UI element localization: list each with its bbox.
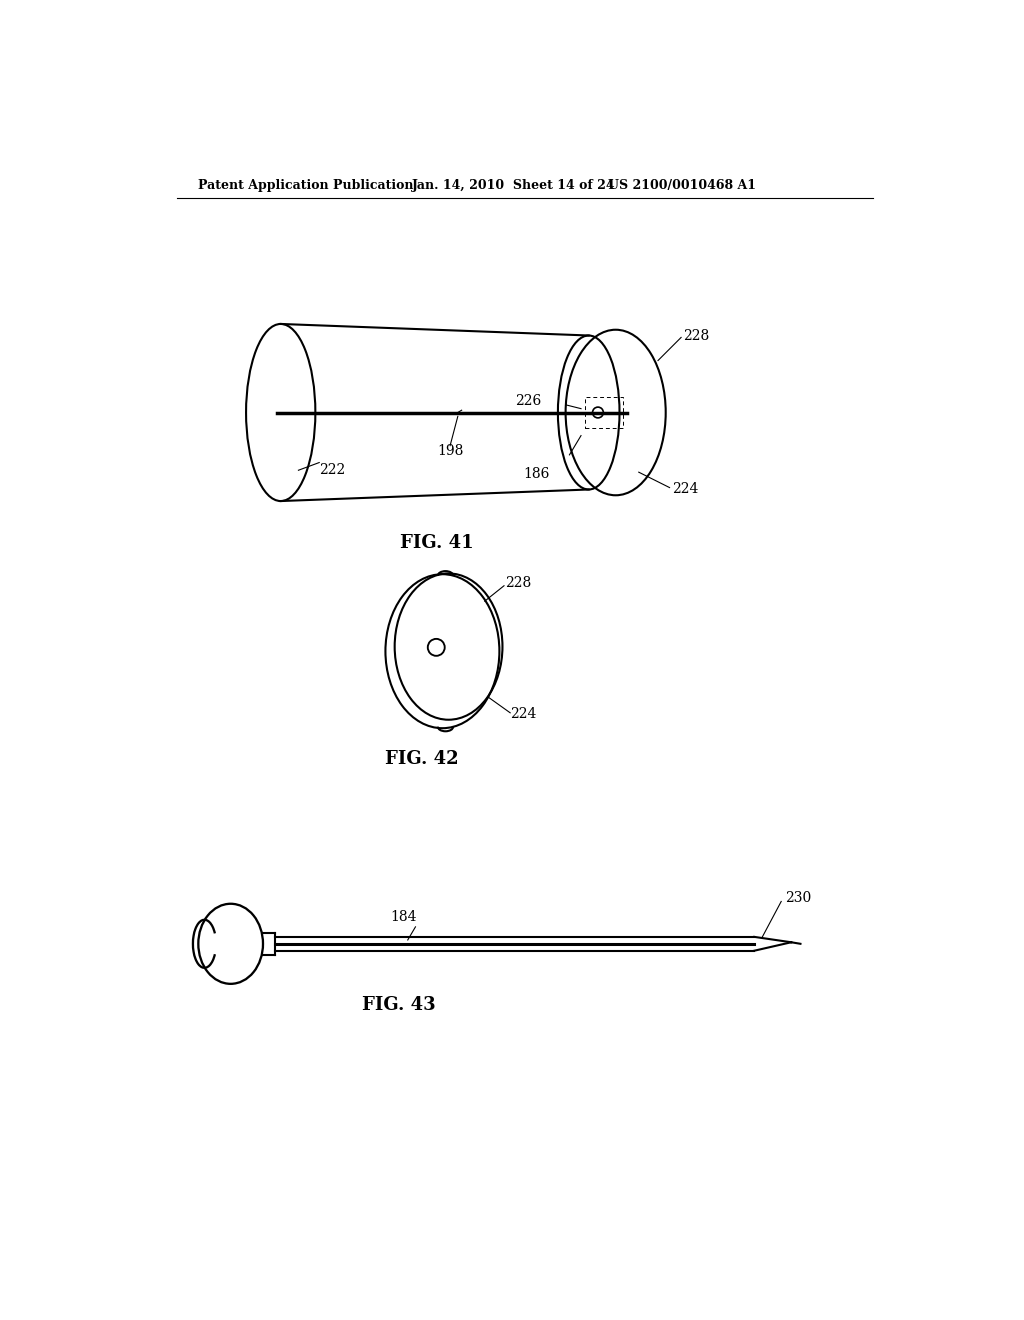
- Text: 198: 198: [437, 444, 463, 458]
- Text: US 2100/0010468 A1: US 2100/0010468 A1: [608, 178, 756, 191]
- Text: FIG. 43: FIG. 43: [361, 997, 435, 1014]
- Text: 226: 226: [515, 393, 542, 408]
- Text: FIG. 41: FIG. 41: [400, 535, 474, 552]
- Text: 228: 228: [683, 329, 709, 343]
- Text: 230: 230: [785, 891, 811, 904]
- Text: 228: 228: [506, 577, 531, 590]
- Text: FIG. 42: FIG. 42: [385, 750, 459, 768]
- Text: 222: 222: [319, 463, 345, 478]
- Text: 224: 224: [672, 482, 698, 496]
- Text: 184: 184: [391, 909, 417, 924]
- Text: 224: 224: [510, 708, 537, 721]
- Text: Patent Application Publication: Patent Application Publication: [199, 178, 414, 191]
- Text: Jan. 14, 2010  Sheet 14 of 24: Jan. 14, 2010 Sheet 14 of 24: [412, 178, 615, 191]
- Bar: [585, 397, 624, 428]
- Text: 186: 186: [523, 467, 550, 480]
